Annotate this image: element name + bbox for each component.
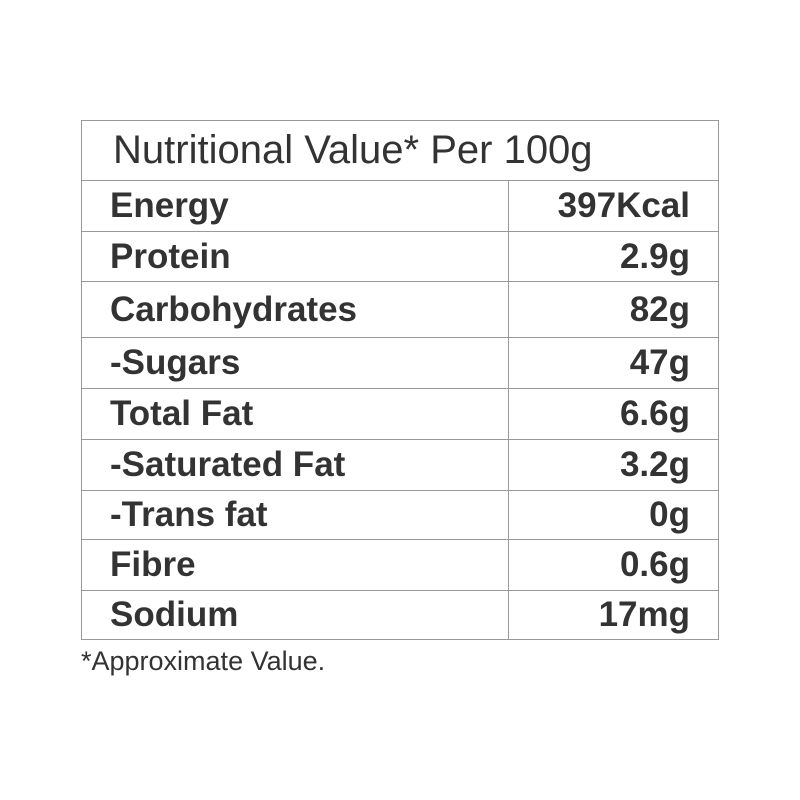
nutrient-label: Fibre: [82, 540, 509, 590]
nutrient-value: 82g: [629, 289, 690, 329]
nutrient-label: -Saturated Fat: [82, 440, 509, 490]
nutrient-value: 2.9g: [619, 236, 690, 276]
table-row: Protein 2.9g: [82, 232, 718, 282]
table-row: -Trans fat 0g: [82, 491, 718, 540]
nutrient-value: 47g: [629, 343, 690, 382]
nutrient-value: 397Kcal: [557, 186, 690, 225]
table-title: Nutritional Value* Per 100g: [82, 121, 718, 181]
nutrient-value: 17mg: [598, 595, 690, 634]
table-row: -Saturated Fat 3.2g: [82, 440, 718, 491]
table-row: Sodium 17mg: [82, 591, 718, 639]
table-row: Energy 397Kcal: [82, 181, 718, 232]
nutrient-label: Total Fat: [82, 389, 509, 439]
nutrition-table: Nutritional Value* Per 100g Energy 397Kca…: [81, 120, 719, 640]
table-row: Total Fat 6.6g: [82, 389, 718, 440]
table-row: Fibre 0.6g: [82, 540, 718, 591]
nutrient-label: Protein: [82, 232, 509, 281]
nutrient-label: Sodium: [82, 591, 509, 639]
nutrient-value: 6.6g: [619, 394, 690, 433]
nutrient-value: 0.6g: [619, 545, 690, 584]
nutrient-value: 3.2g: [619, 445, 690, 484]
nutrient-label: -Trans fat: [82, 491, 509, 539]
nutrient-label: -Sugars: [82, 338, 509, 388]
nutrient-label: Carbohydrates: [82, 282, 509, 337]
table-row: -Sugars 47g: [82, 338, 718, 389]
nutrient-label: Energy: [82, 181, 509, 231]
footnote: *Approximate Value.: [81, 646, 326, 676]
nutrient-value: 0g: [649, 495, 690, 534]
table-row: Carbohydrates 82g: [82, 282, 718, 338]
